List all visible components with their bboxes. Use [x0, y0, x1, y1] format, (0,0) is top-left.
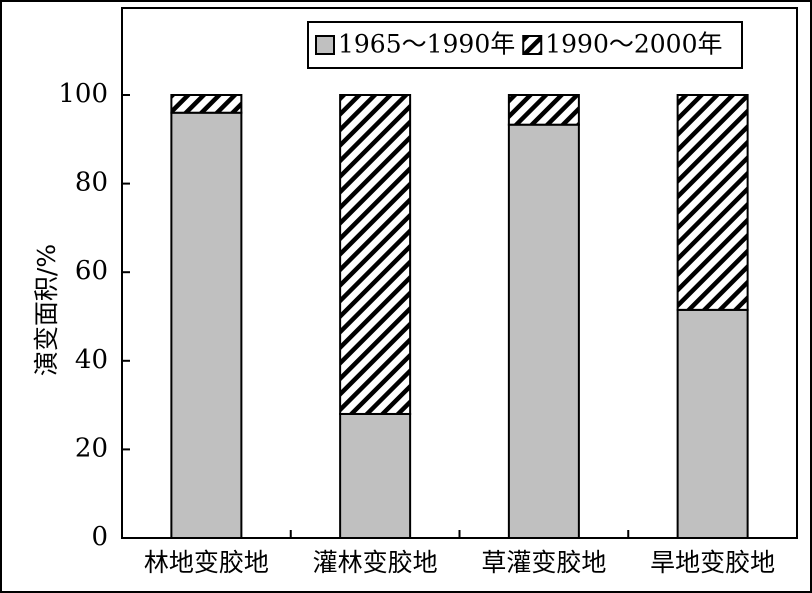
- bar-segment: [507, 123, 580, 539]
- x-tick-label: 林地变胶地: [144, 548, 269, 577]
- x-tick-label: 草灌变胶地: [481, 548, 606, 577]
- legend-label: 1965～1990年: [338, 30, 515, 59]
- y-tick-label: 0: [91, 522, 108, 552]
- legend-label: 1990～2000年: [545, 30, 722, 59]
- bar-segment: [339, 94, 412, 415]
- y-tick-label: 80: [75, 168, 108, 198]
- x-tick-label: 灌林变胶地: [313, 548, 438, 577]
- x-tick-label: 旱地变胶地: [650, 548, 775, 577]
- legend-swatch: [315, 35, 335, 55]
- bar-segment: [170, 94, 243, 114]
- y-axis-label: 演变面积/%: [32, 244, 61, 376]
- legend-swatch: [522, 35, 543, 55]
- y-tick-label: 60: [75, 256, 108, 286]
- bar-segment: [676, 94, 749, 311]
- y-tick-label: 100: [58, 79, 108, 109]
- bar-segment: [170, 111, 243, 539]
- y-tick-label: 40: [75, 345, 108, 375]
- bar-segment: [676, 308, 749, 540]
- bar-segment: [339, 412, 412, 539]
- y-tick-label: 20: [75, 433, 108, 463]
- bar-segment: [507, 94, 580, 126]
